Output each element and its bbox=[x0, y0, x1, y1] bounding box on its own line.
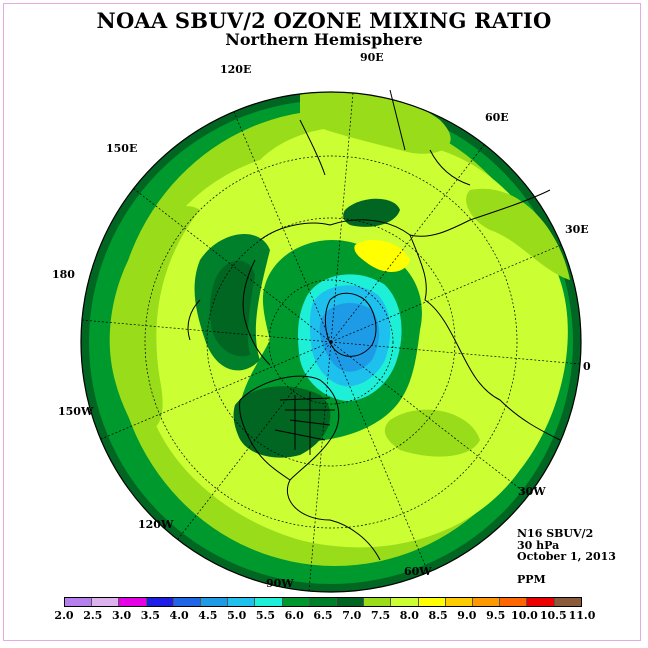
lon-label-30e: 30E bbox=[565, 223, 589, 236]
colorbar-swatch bbox=[554, 598, 581, 606]
instrument-label: N16 SBUV/2 bbox=[517, 527, 594, 540]
colorbar-swatch bbox=[228, 598, 256, 606]
colorbar-swatch bbox=[65, 598, 93, 606]
lon-label-90w: 90W bbox=[266, 577, 294, 590]
band-light-green-south bbox=[384, 409, 480, 457]
colorbar-tick-label: 6.0 bbox=[284, 609, 304, 622]
map-border bbox=[80, 91, 582, 593]
colorbar-tick-label: 8.5 bbox=[428, 609, 448, 622]
colorbar-tick-label: 9.5 bbox=[486, 609, 506, 622]
colorbar-swatch bbox=[255, 598, 283, 606]
lon-label-30w: 30W bbox=[518, 485, 546, 498]
graticule bbox=[81, 92, 581, 592]
colorbar-swatch bbox=[391, 598, 419, 606]
colorbar bbox=[64, 597, 582, 607]
colorbar-swatch bbox=[337, 598, 365, 606]
lon-label-150w: 150W bbox=[58, 405, 94, 418]
lon-label-150e: 150E bbox=[106, 142, 138, 155]
colorbar-swatch bbox=[119, 598, 147, 606]
colorbar-tick-label: 8.0 bbox=[399, 609, 419, 622]
page-subtitle: Northern Hemisphere bbox=[225, 30, 423, 49]
colorbar-tick-label: 9.0 bbox=[457, 609, 477, 622]
colorbar-tick-label: 2.5 bbox=[83, 609, 103, 622]
pressure-level-label: 30 hPa bbox=[517, 539, 560, 552]
band-dark-green-na bbox=[233, 386, 331, 458]
colorbar-ticks: 2.0 2.5 3.0 3.5 4.0 4.5 5.0 5.5 6.0 6.5 7.0 7.5 8.0 8… bbox=[54, 609, 595, 623]
lon-label-120w: 120W bbox=[138, 518, 174, 531]
band-light-green-west bbox=[109, 206, 200, 430]
colorbar-tick-label: 7.0 bbox=[342, 609, 362, 622]
units-label: PPM bbox=[517, 573, 546, 586]
colorbar-tick-label: 10.0 bbox=[511, 609, 538, 622]
colorbar-tick-label: 4.0 bbox=[169, 609, 189, 622]
page-frame bbox=[3, 3, 641, 641]
colorbar-swatch bbox=[445, 598, 474, 606]
colorbar-tick-label: 3.5 bbox=[140, 609, 160, 622]
colorbar-swatch bbox=[282, 598, 310, 606]
colorbar-swatch bbox=[364, 598, 392, 606]
band-blue bbox=[319, 303, 380, 372]
colorbar-swatch bbox=[473, 598, 501, 606]
lon-label-60e: 60E bbox=[485, 111, 509, 124]
band-yellow-patch bbox=[354, 240, 410, 272]
colorbar-tick-label: 4.5 bbox=[198, 609, 218, 622]
date-label: October 1, 2013 bbox=[517, 550, 616, 563]
lon-label-60w: 60W bbox=[404, 565, 432, 578]
colorbar-swatch bbox=[418, 598, 446, 606]
colorbar-tick-label: 2.0 bbox=[54, 609, 74, 622]
colorbar-tick-label: 5.0 bbox=[227, 609, 247, 622]
lon-label-90e: 90E bbox=[360, 51, 384, 64]
colorbar-swatch bbox=[500, 598, 528, 606]
lon-label-120e: 120E bbox=[220, 63, 252, 76]
band-light-green-east bbox=[466, 188, 570, 280]
colorbar-tick-label: 7.5 bbox=[370, 609, 391, 622]
colorbar-swatch bbox=[146, 598, 174, 606]
page-title: NOAA SBUV/2 OZONE MIXING RATIO bbox=[96, 8, 552, 33]
colorbar-swatch bbox=[527, 598, 555, 606]
colorbar-tick-label: 10.5 bbox=[539, 609, 567, 622]
colorbar-swatch bbox=[173, 598, 202, 606]
colorbar-tick-label: 5.5 bbox=[255, 609, 276, 622]
colorbar-tick-label: 6.5 bbox=[313, 609, 333, 622]
colorbar-swatch bbox=[201, 598, 229, 606]
lon-label-180: 180 bbox=[52, 268, 75, 281]
colorbar-tick-label: 3.0 bbox=[111, 609, 132, 622]
colorbar-swatch bbox=[309, 598, 338, 606]
coastlines bbox=[187, 89, 561, 561]
colorbar-tick-label: 11.0 bbox=[568, 609, 596, 622]
colorbar-swatch bbox=[92, 598, 120, 606]
lon-label-0: 0 bbox=[583, 360, 591, 373]
